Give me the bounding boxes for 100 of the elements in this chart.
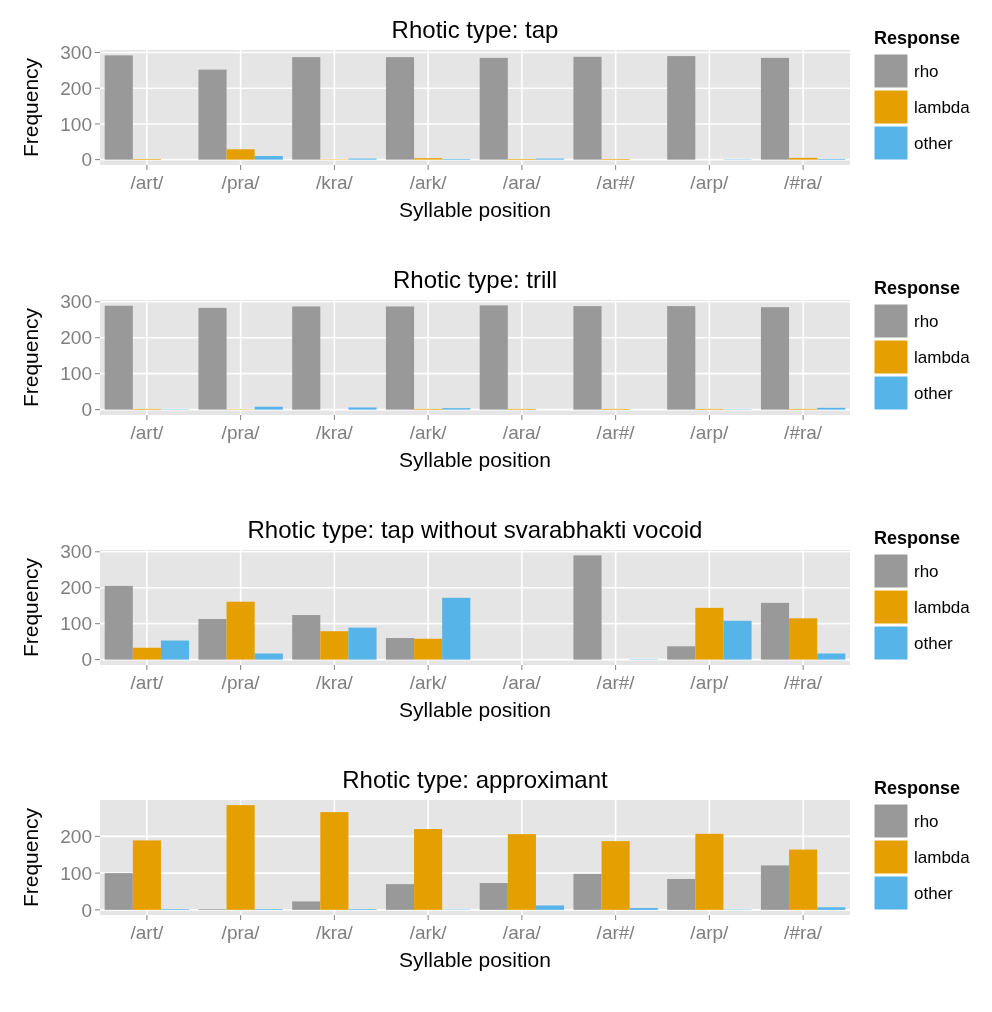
bar [254, 653, 283, 660]
bar [479, 57, 508, 160]
x-tick-label: /art/ [130, 922, 164, 943]
x-tick-label: /pra/ [221, 422, 261, 443]
y-tick-label: 100 [60, 363, 92, 385]
bar [198, 69, 227, 160]
bar [573, 873, 602, 910]
bar [385, 638, 415, 660]
y-axis-title: Frequency [19, 57, 42, 158]
y-tick-label: 300 [60, 42, 92, 64]
bar [385, 884, 415, 910]
bar [479, 305, 508, 410]
x-tick-label: /ara/ [502, 672, 542, 693]
x-tick-label: /pra/ [221, 922, 261, 943]
y-tick-label: 0 [81, 899, 92, 921]
x-tick-label: /#ra/ [784, 172, 823, 193]
bar [789, 849, 818, 910]
legend-label: rho [914, 811, 939, 831]
x-tick-label: /ark/ [409, 422, 448, 443]
chart-title: Rhotic type: trill [392, 266, 558, 293]
y-tick-label: 300 [60, 291, 92, 313]
bar [254, 156, 283, 160]
bar [104, 585, 133, 660]
x-tick-label: /ark/ [409, 922, 448, 943]
legend-label: lambda [914, 97, 971, 117]
x-tick-label: /ar#/ [596, 422, 636, 443]
bar [132, 840, 161, 910]
x-tick-label: /art/ [130, 172, 164, 193]
x-tick-label: /ark/ [409, 172, 448, 193]
legend-label: lambda [914, 597, 971, 617]
chart-title: Rhotic type: tap without svarabhakti vocoid [247, 516, 703, 543]
x-tick-label: /arp/ [690, 422, 730, 443]
x-tick-label: /kra/ [315, 672, 354, 693]
bar [226, 149, 255, 160]
bar [573, 306, 602, 410]
bar [573, 555, 602, 660]
bar [507, 834, 536, 910]
bar [760, 57, 790, 160]
bar [132, 647, 161, 660]
legend-label: rho [914, 61, 939, 81]
bar [104, 873, 133, 910]
x-tick-label: /ar#/ [596, 922, 636, 943]
y-axis-title: Frequency [19, 807, 42, 908]
y-tick-label: 100 [60, 613, 92, 635]
x-tick-label: /kra/ [315, 922, 354, 943]
bar [695, 607, 724, 660]
bar [667, 56, 696, 160]
bar [160, 640, 190, 660]
y-axis-title: Frequency [19, 557, 42, 658]
bar [760, 307, 790, 410]
legend-title: Response [874, 528, 961, 548]
x-axis-title: Syllable position [399, 198, 551, 221]
bar [198, 307, 227, 410]
x-tick-label: /arp/ [690, 922, 730, 943]
y-tick-label: 300 [60, 541, 92, 563]
x-tick-label: /arp/ [690, 672, 730, 693]
bar [760, 865, 790, 910]
x-tick-label: /kra/ [315, 172, 354, 193]
bar [789, 618, 818, 660]
chart-title: Rhotic type: tap [391, 16, 559, 43]
bar [667, 646, 696, 660]
x-axis-title: Syllable position [399, 948, 551, 971]
bar [573, 56, 602, 160]
bar [414, 638, 443, 660]
bar [667, 878, 696, 910]
legend-label: rho [914, 561, 939, 581]
x-tick-label: /art/ [130, 422, 164, 443]
y-tick-label: 100 [60, 113, 92, 135]
bar [104, 305, 133, 410]
x-tick-label: /ara/ [502, 422, 542, 443]
x-tick-label: /ar#/ [596, 172, 636, 193]
x-tick-label: /ara/ [502, 922, 542, 943]
x-axis-title: Syllable position [399, 698, 551, 721]
bar [348, 627, 377, 660]
bar [442, 597, 471, 660]
y-tick-label: 100 [60, 862, 92, 884]
x-tick-label: /#ra/ [784, 422, 823, 443]
legend-label: other [914, 133, 954, 153]
x-tick-label: /pra/ [221, 172, 261, 193]
y-tick-label: 0 [81, 149, 92, 171]
x-tick-label: /arp/ [690, 172, 730, 193]
bar [104, 55, 133, 160]
legend-title: Response [874, 278, 961, 298]
bar [226, 805, 255, 910]
legend-label: lambda [914, 847, 971, 867]
x-tick-label: /kra/ [315, 422, 354, 443]
y-axis-title: Frequency [19, 307, 42, 408]
bar [667, 306, 696, 410]
bar [385, 306, 415, 410]
bar [414, 829, 443, 910]
y-tick-label: 200 [60, 826, 92, 848]
x-tick-label: /ark/ [409, 672, 448, 693]
bar [535, 905, 565, 910]
legend-title: Response [874, 778, 961, 798]
bar [320, 812, 349, 910]
bar [292, 57, 321, 160]
x-axis-title: Syllable position [399, 448, 551, 471]
x-tick-label: /ar#/ [596, 672, 636, 693]
legend-label: other [914, 883, 954, 903]
bar [226, 601, 255, 660]
